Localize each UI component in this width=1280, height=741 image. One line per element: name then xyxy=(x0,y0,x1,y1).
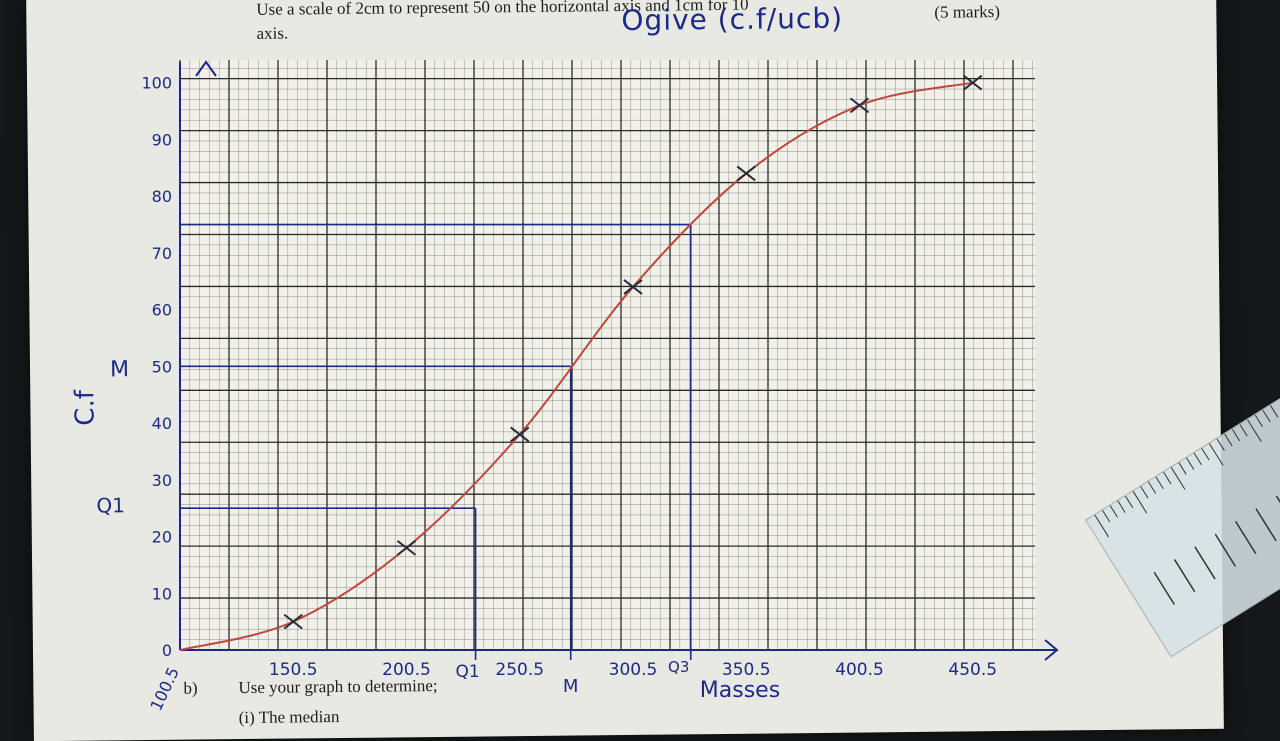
ogive-curve xyxy=(179,81,973,651)
y-axis-arrow xyxy=(195,60,217,77)
y-tick-label: 70 xyxy=(152,244,172,263)
axes xyxy=(179,60,1059,661)
ruler-tick xyxy=(1239,424,1248,437)
ruler-tick xyxy=(1201,447,1210,461)
data-point-cross xyxy=(283,613,303,630)
ruler-tick xyxy=(1094,514,1110,538)
x-tick-label: 450.5 xyxy=(948,660,997,680)
y-tick-label: 10 xyxy=(152,584,172,603)
ruler-tick xyxy=(1124,495,1134,509)
ruler-tick xyxy=(1109,505,1118,518)
data-point-cross xyxy=(623,279,643,295)
y-tick-labels: 0 10 20 30 40 50 60 70 80 90 100 xyxy=(141,74,172,660)
ruler-tick xyxy=(1186,457,1195,470)
x-axis-label: Masses xyxy=(700,678,780,703)
ogive-curve-group xyxy=(179,81,973,651)
grid-minor-lines xyxy=(180,60,1035,650)
y-tick-label: 40 xyxy=(152,414,172,433)
ruler-tick xyxy=(1102,509,1111,523)
data-point-cross xyxy=(510,426,530,443)
ruler-tick xyxy=(1170,467,1186,490)
x-tick-label: 400.5 xyxy=(835,660,884,680)
data-points xyxy=(283,74,983,630)
q1-x-label: Q1 xyxy=(455,662,479,682)
ruler-tick xyxy=(1147,481,1157,494)
data-point-cross xyxy=(396,540,417,556)
ruler-tick xyxy=(1155,476,1164,490)
ruler-tick xyxy=(1234,520,1257,555)
ruler-tick xyxy=(1214,533,1237,567)
y-tick-label: 50 xyxy=(152,357,172,376)
x-axis-arrow xyxy=(1044,639,1059,661)
ruler xyxy=(1085,391,1280,658)
ruler-tick xyxy=(1262,409,1271,423)
x-tick-label: 150.5 xyxy=(269,660,318,680)
ruler-tick xyxy=(1247,419,1262,442)
median-x-label: M xyxy=(563,676,579,697)
ruler-tick xyxy=(1153,571,1175,605)
y-tick-label: 100 xyxy=(141,74,172,93)
y-tick-label: 60 xyxy=(152,301,172,320)
ruler-tick xyxy=(1193,452,1202,466)
ruler-tick xyxy=(1275,495,1280,529)
ruler-tick xyxy=(1224,433,1233,447)
grid-background xyxy=(180,60,1035,650)
ruler-tick xyxy=(1140,486,1149,499)
x-axis-annotations: Q1 M Q3 Masses xyxy=(455,658,780,703)
ruler-tick xyxy=(1163,471,1172,485)
ruler-tick xyxy=(1254,414,1263,428)
y-tick-label: 20 xyxy=(152,528,172,547)
y-tick-label: 90 xyxy=(152,130,172,149)
reading-lines xyxy=(180,223,692,660)
ruler-tick xyxy=(1132,490,1148,514)
ruler-tick xyxy=(1216,438,1225,451)
x-tick-label: 300.5 xyxy=(609,660,658,680)
ruler-ticks xyxy=(1094,405,1280,605)
ruler-tick xyxy=(1255,508,1277,542)
ruler-tick xyxy=(1117,500,1126,513)
y-tick-label: 0 xyxy=(162,641,172,660)
x-tick-label: 350.5 xyxy=(722,660,771,680)
y-tick-label: 30 xyxy=(152,471,172,490)
data-point-cross xyxy=(736,165,756,182)
ruler-tick xyxy=(1269,405,1279,418)
data-point-cross xyxy=(963,74,983,91)
x-tick-label: 250.5 xyxy=(495,660,544,680)
ruler-tick xyxy=(1208,443,1224,466)
ogive-chart: 100.5 150.5 200.5 250.5 300.5 350.5 400.5 450.5… xyxy=(141,60,1059,714)
ruler-tick xyxy=(1173,559,1196,593)
ruler-tick xyxy=(1194,546,1216,580)
data-point-cross xyxy=(849,97,870,114)
grid-major-lines xyxy=(179,60,1035,651)
ruler-tick xyxy=(1231,428,1241,442)
y-tick-label: 80 xyxy=(152,187,172,206)
ruler-tick xyxy=(1178,462,1187,475)
x-tick-label: 200.5 xyxy=(382,660,431,680)
q3-x-label: Q3 xyxy=(668,658,689,676)
x-tick-label: 100.5 xyxy=(146,664,183,714)
